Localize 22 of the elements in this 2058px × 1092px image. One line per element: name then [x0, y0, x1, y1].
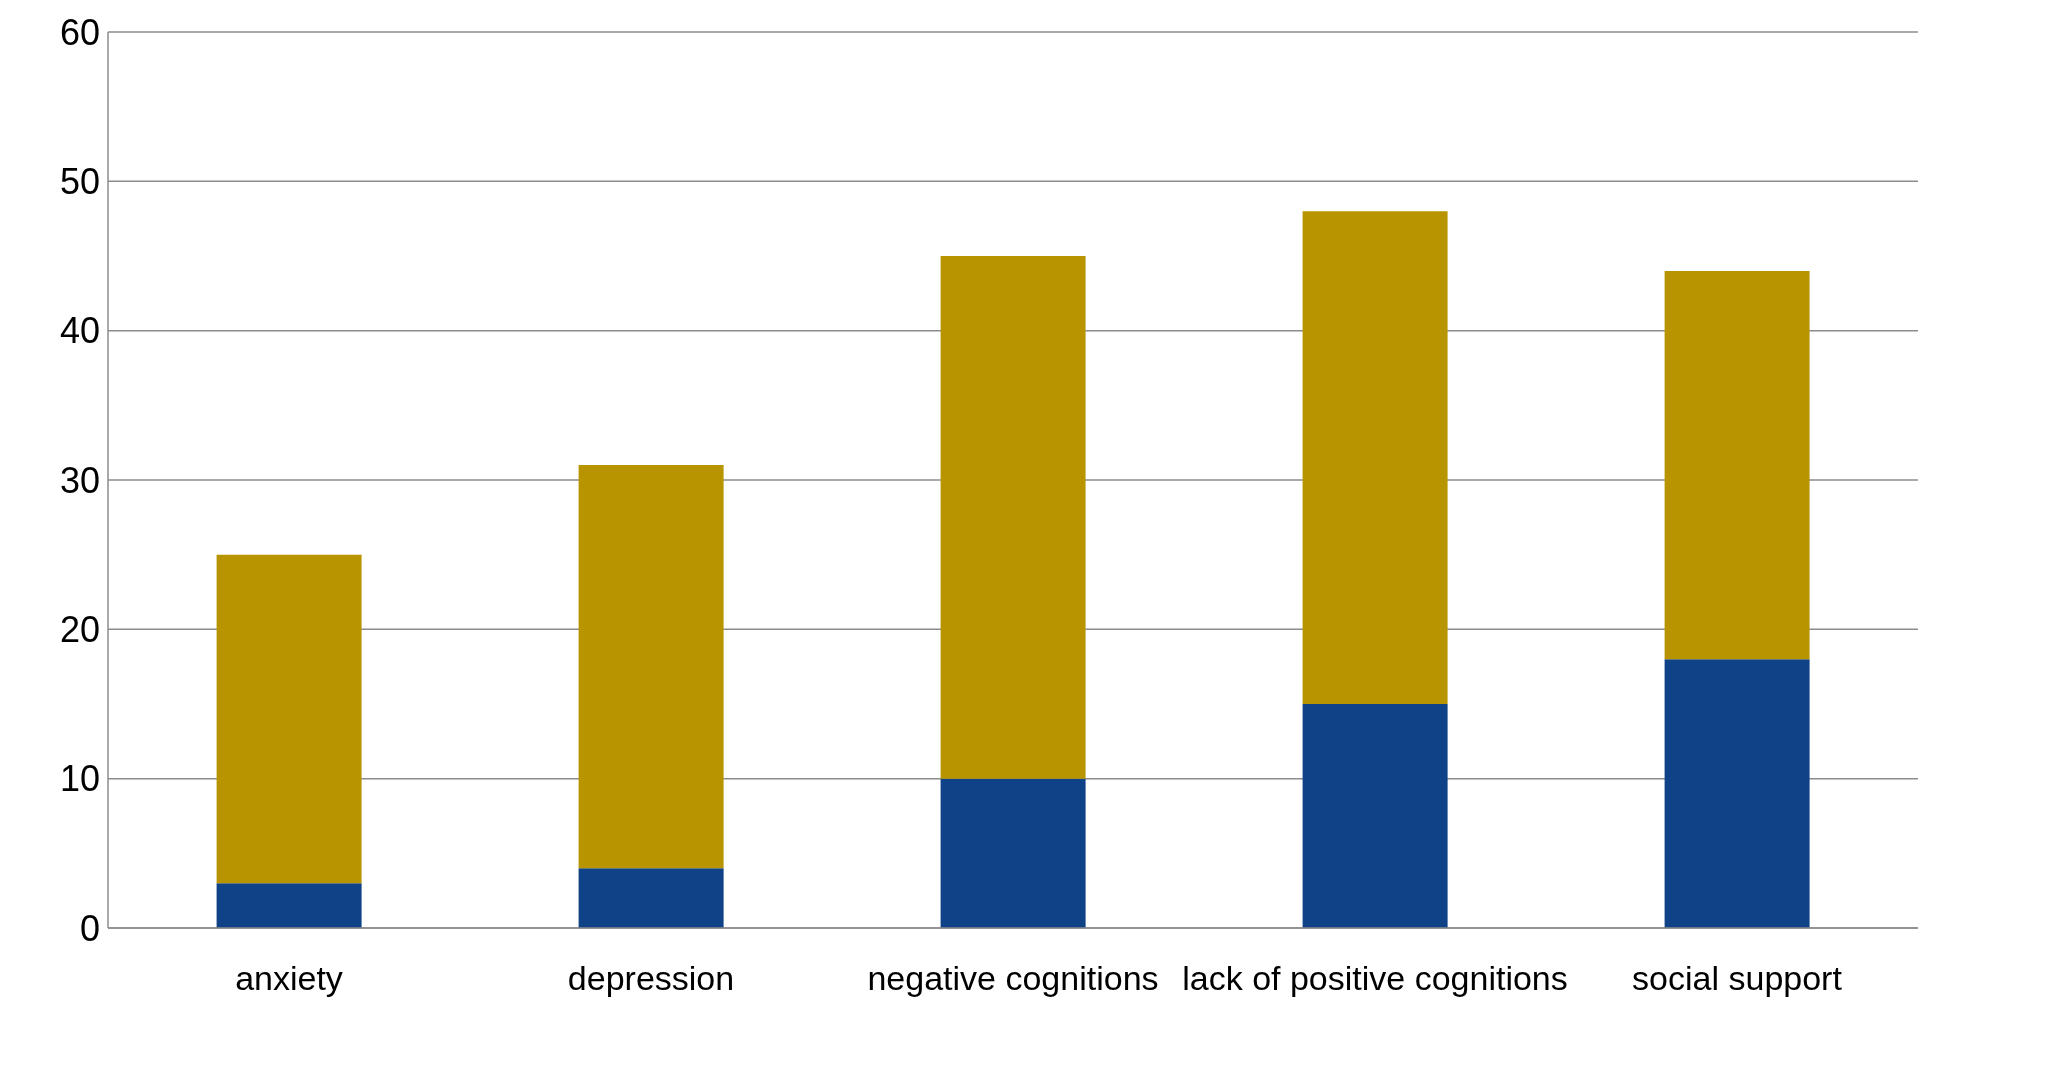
x-tick-label: depression	[567, 959, 735, 998]
y-tick-label: 60	[59, 11, 100, 53]
bar	[940, 778, 1086, 928]
y-tick-label: 50	[59, 161, 100, 203]
y-tick-label: 0	[79, 907, 100, 949]
bar	[1664, 270, 1810, 660]
bar	[1302, 704, 1448, 928]
x-tick-label: anxiety	[235, 959, 343, 998]
bar	[578, 868, 724, 928]
bar	[940, 256, 1086, 779]
x-tick-label: lack of positive cognitions	[1182, 959, 1568, 998]
bar	[578, 465, 724, 869]
y-tick-label: 40	[59, 310, 100, 352]
y-tick-label: 30	[59, 459, 100, 501]
bar	[1664, 659, 1810, 928]
bar	[1302, 211, 1448, 704]
y-tick-label: 20	[59, 609, 100, 651]
x-tick-label: social support	[1632, 959, 1843, 998]
bar	[216, 883, 362, 928]
y-tick-label: 10	[59, 758, 100, 800]
x-tick-label: negative cognitions	[867, 959, 1159, 998]
bar	[216, 554, 362, 884]
